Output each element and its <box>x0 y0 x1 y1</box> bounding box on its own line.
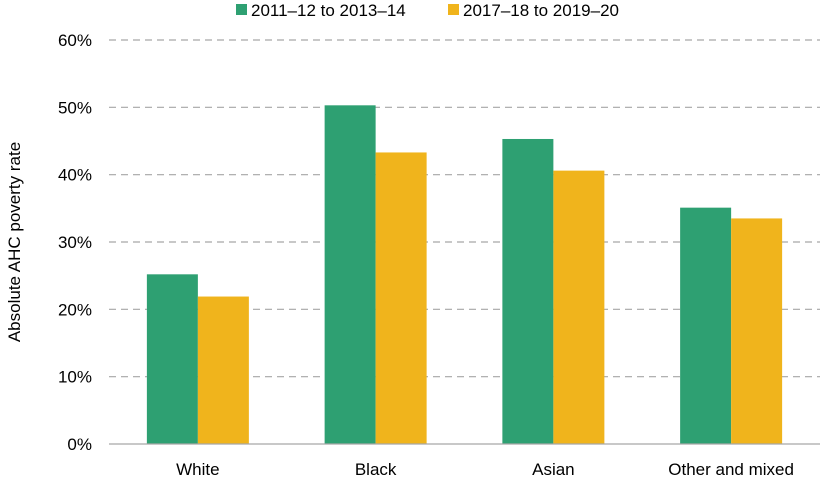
legend-label: 2017–18 to 2019–20 <box>463 1 619 20</box>
category-label: Black <box>355 460 397 478</box>
bar <box>502 138 554 445</box>
bar <box>375 152 427 445</box>
y-tick-label: 10% <box>58 368 92 387</box>
y-tick-label: 40% <box>58 166 92 185</box>
bar <box>146 274 198 444</box>
bars <box>146 105 783 445</box>
y-tick-label: 30% <box>58 233 92 252</box>
category-labels: White Black Asian Other and mixed <box>176 460 794 478</box>
category-label: Other and mixed <box>668 460 794 478</box>
bar <box>731 218 783 444</box>
bar <box>680 207 732 444</box>
y-tick-label: 0% <box>67 435 92 454</box>
y-tick-label: 50% <box>58 98 92 117</box>
legend-label: 2011–12 to 2013–14 <box>251 1 406 20</box>
category-label: Asian <box>532 460 575 478</box>
legend-swatch <box>236 4 247 15</box>
y-axis-title: Absolute AHC poverty rate <box>5 142 24 342</box>
bar <box>553 170 605 445</box>
bar <box>324 105 376 445</box>
y-tick-label: 20% <box>58 300 92 319</box>
y-tick-label: 60% <box>58 31 92 50</box>
legend-swatch <box>448 4 459 15</box>
y-tick-labels: 0% 10% 20% 30% 40% 50% 60% <box>58 31 92 454</box>
legend: 2011–12 to 2013–14 2017–18 to 2019–20 <box>236 1 619 20</box>
bar <box>197 296 249 444</box>
category-label: White <box>176 460 219 478</box>
